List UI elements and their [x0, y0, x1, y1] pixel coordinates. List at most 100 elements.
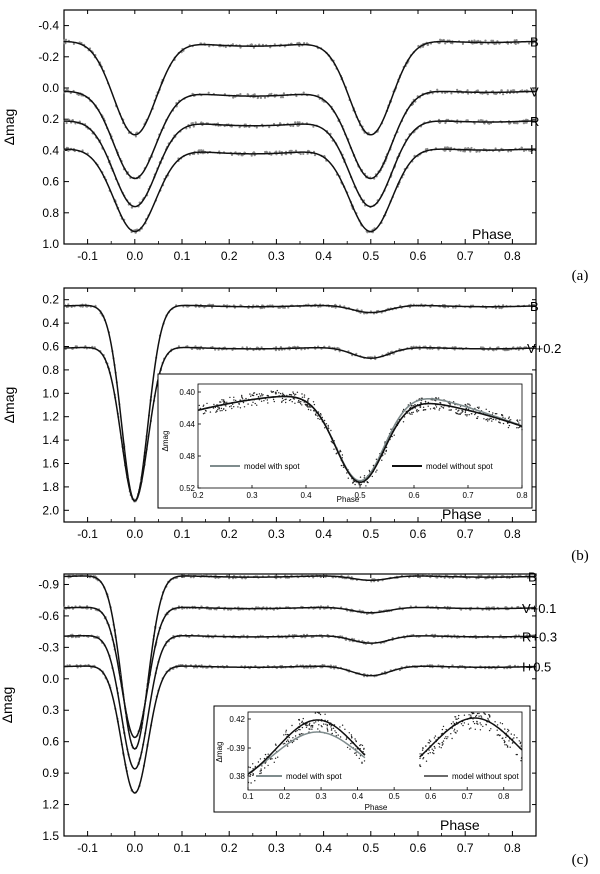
- inset-x-tick-label: 0.8: [516, 491, 528, 500]
- inset-data-point: [288, 393, 291, 396]
- inset-data-point: [339, 726, 341, 728]
- inset-data-point: [499, 722, 502, 724]
- inset-data-point: [252, 774, 254, 776]
- inset-data-point: [469, 404, 471, 406]
- inset-data-point: [307, 405, 309, 407]
- inset-data-point: [504, 744, 506, 746]
- data-point: [296, 42, 299, 45]
- inset-data-point: [218, 408, 220, 410]
- inset-data-point: [381, 459, 383, 461]
- inset-data-point: [453, 722, 456, 725]
- inset-data-point: [462, 724, 464, 727]
- inset-data-point: [503, 739, 505, 742]
- data-point: [484, 39, 487, 42]
- inset-data-point: [448, 409, 450, 411]
- data-point: [524, 121, 527, 124]
- inset-data-point: [442, 740, 445, 742]
- data-point: [509, 122, 512, 125]
- data-point: [207, 91, 210, 94]
- inset-data-point: [229, 406, 231, 408]
- data-point: [264, 150, 267, 154]
- inset-data-point: [222, 408, 225, 410]
- inset-data-point: [520, 745, 522, 747]
- panel-a-series: B VRI: [62, 35, 539, 234]
- panel-b-y-axis: 0.2 0.4 0.6 0.8 1.0 1.2 1.4 1.6 1.8 2.0: [42, 293, 536, 517]
- data-points-R: [62, 118, 538, 209]
- x-tick-label: 0.1: [174, 527, 191, 541]
- inset-data-point: [520, 760, 522, 762]
- inset-data-point: [354, 752, 356, 754]
- inset-data-point: [468, 728, 471, 730]
- inset-data-point: [339, 736, 342, 738]
- inset-data-point: [223, 399, 225, 401]
- data-point: [450, 92, 453, 95]
- data-point: [493, 92, 496, 95]
- inset-data-point: [260, 769, 262, 772]
- inset-data-point: [352, 480, 355, 482]
- data-point: [282, 92, 285, 95]
- inset-data-point: [433, 745, 436, 748]
- inset-x-tick-label: 0.2: [279, 792, 291, 801]
- data-point: [470, 39, 473, 43]
- inset-data-point: [463, 714, 466, 716]
- inset-data-point: [435, 406, 438, 408]
- inset-data-point: [474, 413, 476, 416]
- inset-data-point: [468, 414, 470, 416]
- data-point: [477, 39, 480, 43]
- inset-x-tick-label: 0.7: [462, 792, 474, 801]
- inset-data-point: [321, 416, 323, 419]
- inset-data-point: [310, 409, 312, 411]
- inset-data-point: [238, 402, 240, 405]
- inset-data-point: [484, 713, 487, 715]
- data-point: [421, 45, 425, 48]
- inset-data-point: [319, 713, 322, 716]
- inset-data-point: [464, 411, 466, 414]
- inset-data-point: [331, 441, 333, 444]
- inset-data-point: [507, 426, 510, 429]
- model-curve-I+0.5: [63, 665, 537, 794]
- inset-data-point: [226, 401, 228, 403]
- x-tick-label: 0.8: [504, 527, 521, 541]
- inset-data-point: [452, 721, 454, 723]
- y-tick-label: 0.6: [42, 340, 59, 354]
- inset-data-point: [442, 725, 445, 728]
- inset-data-point: [427, 752, 429, 755]
- inset-data-point: [287, 740, 290, 743]
- inset-data-point: [282, 399, 284, 402]
- inset-data-point: [428, 749, 430, 751]
- inset-data-point: [485, 724, 487, 726]
- inset-data-point: [300, 733, 302, 735]
- inset-data-point: [439, 407, 441, 410]
- inset-data-point: [491, 420, 493, 422]
- inset-data-point: [429, 752, 431, 754]
- inset-data-point: [414, 407, 417, 409]
- inset-data-point: [267, 753, 269, 755]
- data-point: [479, 42, 482, 45]
- inset-data-point: [467, 403, 469, 405]
- data-point: [211, 303, 215, 306]
- inset-data-point: [327, 730, 329, 732]
- data-point: [473, 122, 476, 125]
- inset-data-point: [501, 737, 503, 740]
- data-point: [84, 345, 87, 348]
- data-point: [449, 149, 452, 152]
- x-tick-label: 0.8: [504, 249, 521, 263]
- inset-data-point: [416, 409, 418, 411]
- inset-data-point: [220, 407, 223, 410]
- inset-data-point: [490, 417, 492, 420]
- inset-data-point: [349, 748, 351, 750]
- series-label: B: [530, 35, 539, 50]
- inset-data-point: [513, 734, 515, 736]
- inset-data-point: [496, 413, 498, 415]
- inset-data-point: [311, 726, 314, 728]
- inset-data-point: [454, 716, 457, 718]
- inset-data-point: [409, 402, 412, 404]
- inset-data-point: [476, 417, 479, 420]
- inset-data-point: [480, 715, 482, 717]
- inset-data-point: [499, 734, 501, 736]
- panel-a-xlabel: Phase: [472, 226, 512, 242]
- data-point: [275, 150, 278, 153]
- inset-data-point: [266, 399, 268, 401]
- inset-data-point: [354, 738, 356, 740]
